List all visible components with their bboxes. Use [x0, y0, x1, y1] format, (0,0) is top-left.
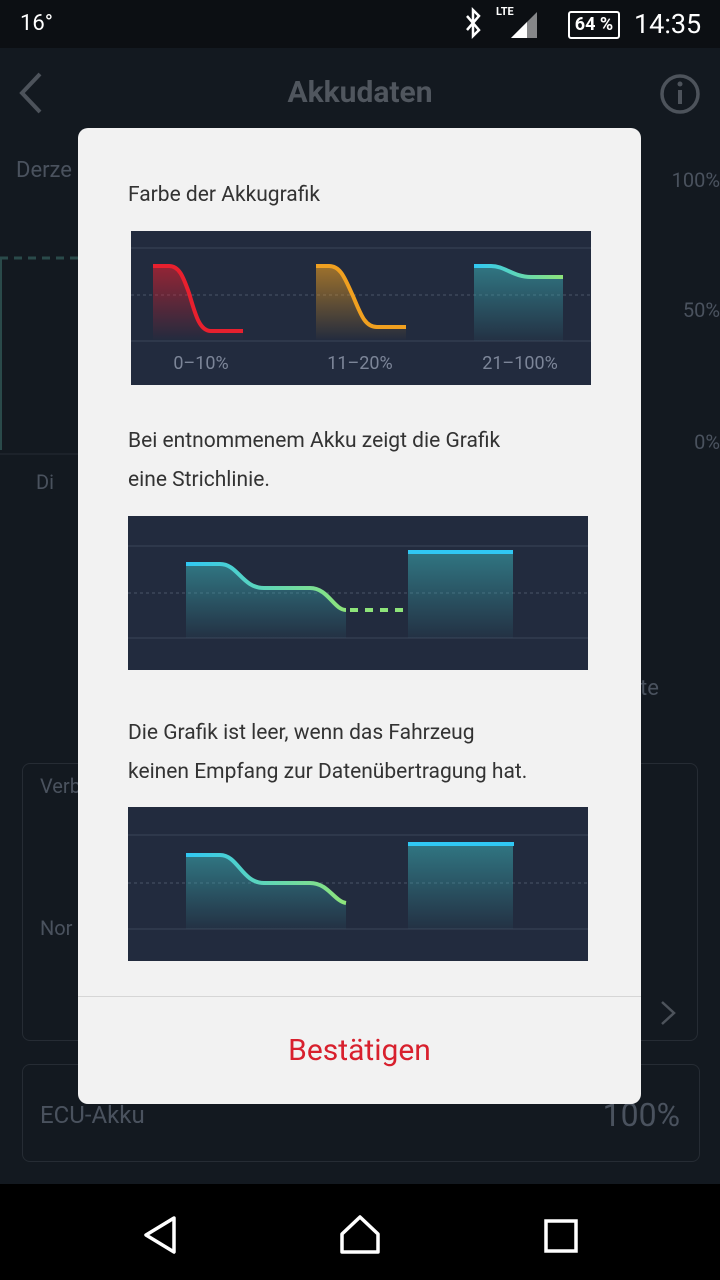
- legend-mid: 11–20%: [327, 353, 393, 374]
- nav-back[interactable]: [140, 1214, 180, 1256]
- section-2-line-1: Bei entnommenem Akku zeigt die Grafik: [128, 429, 501, 453]
- card-label-2: Nor: [40, 916, 73, 940]
- side-text: te: [640, 676, 659, 701]
- bluetooth-icon: [466, 6, 481, 40]
- legend-low: 0–10%: [173, 353, 229, 374]
- nav-recents[interactable]: [543, 1218, 579, 1254]
- axis-bottom: 0%: [694, 430, 720, 454]
- info-button[interactable]: [658, 72, 702, 116]
- background-chart: [0, 256, 80, 455]
- section-3-line-2: keinen Empfang zur Datenübertragung hat.: [128, 760, 528, 784]
- ecu-label: ECU-Akku: [40, 1101, 145, 1129]
- signal-fill: [511, 22, 527, 38]
- dialog: Farbe der Akkugrafik 0–10% 11–20% 21–100…: [78, 128, 641, 1104]
- legend-high: 21–100%: [482, 353, 558, 374]
- section-3-line-1: Die Grafik ist leer, wenn das Fahrzeug: [128, 721, 475, 745]
- navigation-bar: [0, 1184, 720, 1280]
- card-label-1: Verb: [40, 774, 81, 798]
- section-2-line-2: eine Strichlinie.: [128, 468, 270, 492]
- day-label: Di: [36, 470, 54, 494]
- status-bar: [0, 0, 720, 48]
- temperature: 16°: [20, 11, 53, 36]
- card-chevron: [661, 1001, 676, 1025]
- axis-mid: 50%: [682, 298, 720, 322]
- status-icons: [466, 6, 537, 40]
- back-button[interactable]: [14, 70, 50, 116]
- axis-top: 100%: [671, 168, 720, 192]
- clock: 14:35: [634, 8, 702, 40]
- color-illustration: [131, 231, 591, 385]
- current-label: Derze: [16, 158, 72, 183]
- battery-indicator: 64 %: [568, 11, 620, 39]
- confirm-button[interactable]: Bestätigen: [288, 1033, 431, 1068]
- nav-home[interactable]: [338, 1212, 382, 1256]
- empty-illustration: [128, 807, 588, 961]
- dashed-illustration: [128, 516, 588, 670]
- header-title: Akkudaten: [287, 75, 433, 110]
- divider: [78, 996, 641, 997]
- section-title: Farbe der Akkugrafik: [128, 183, 321, 207]
- network-type: LTE: [496, 5, 514, 18]
